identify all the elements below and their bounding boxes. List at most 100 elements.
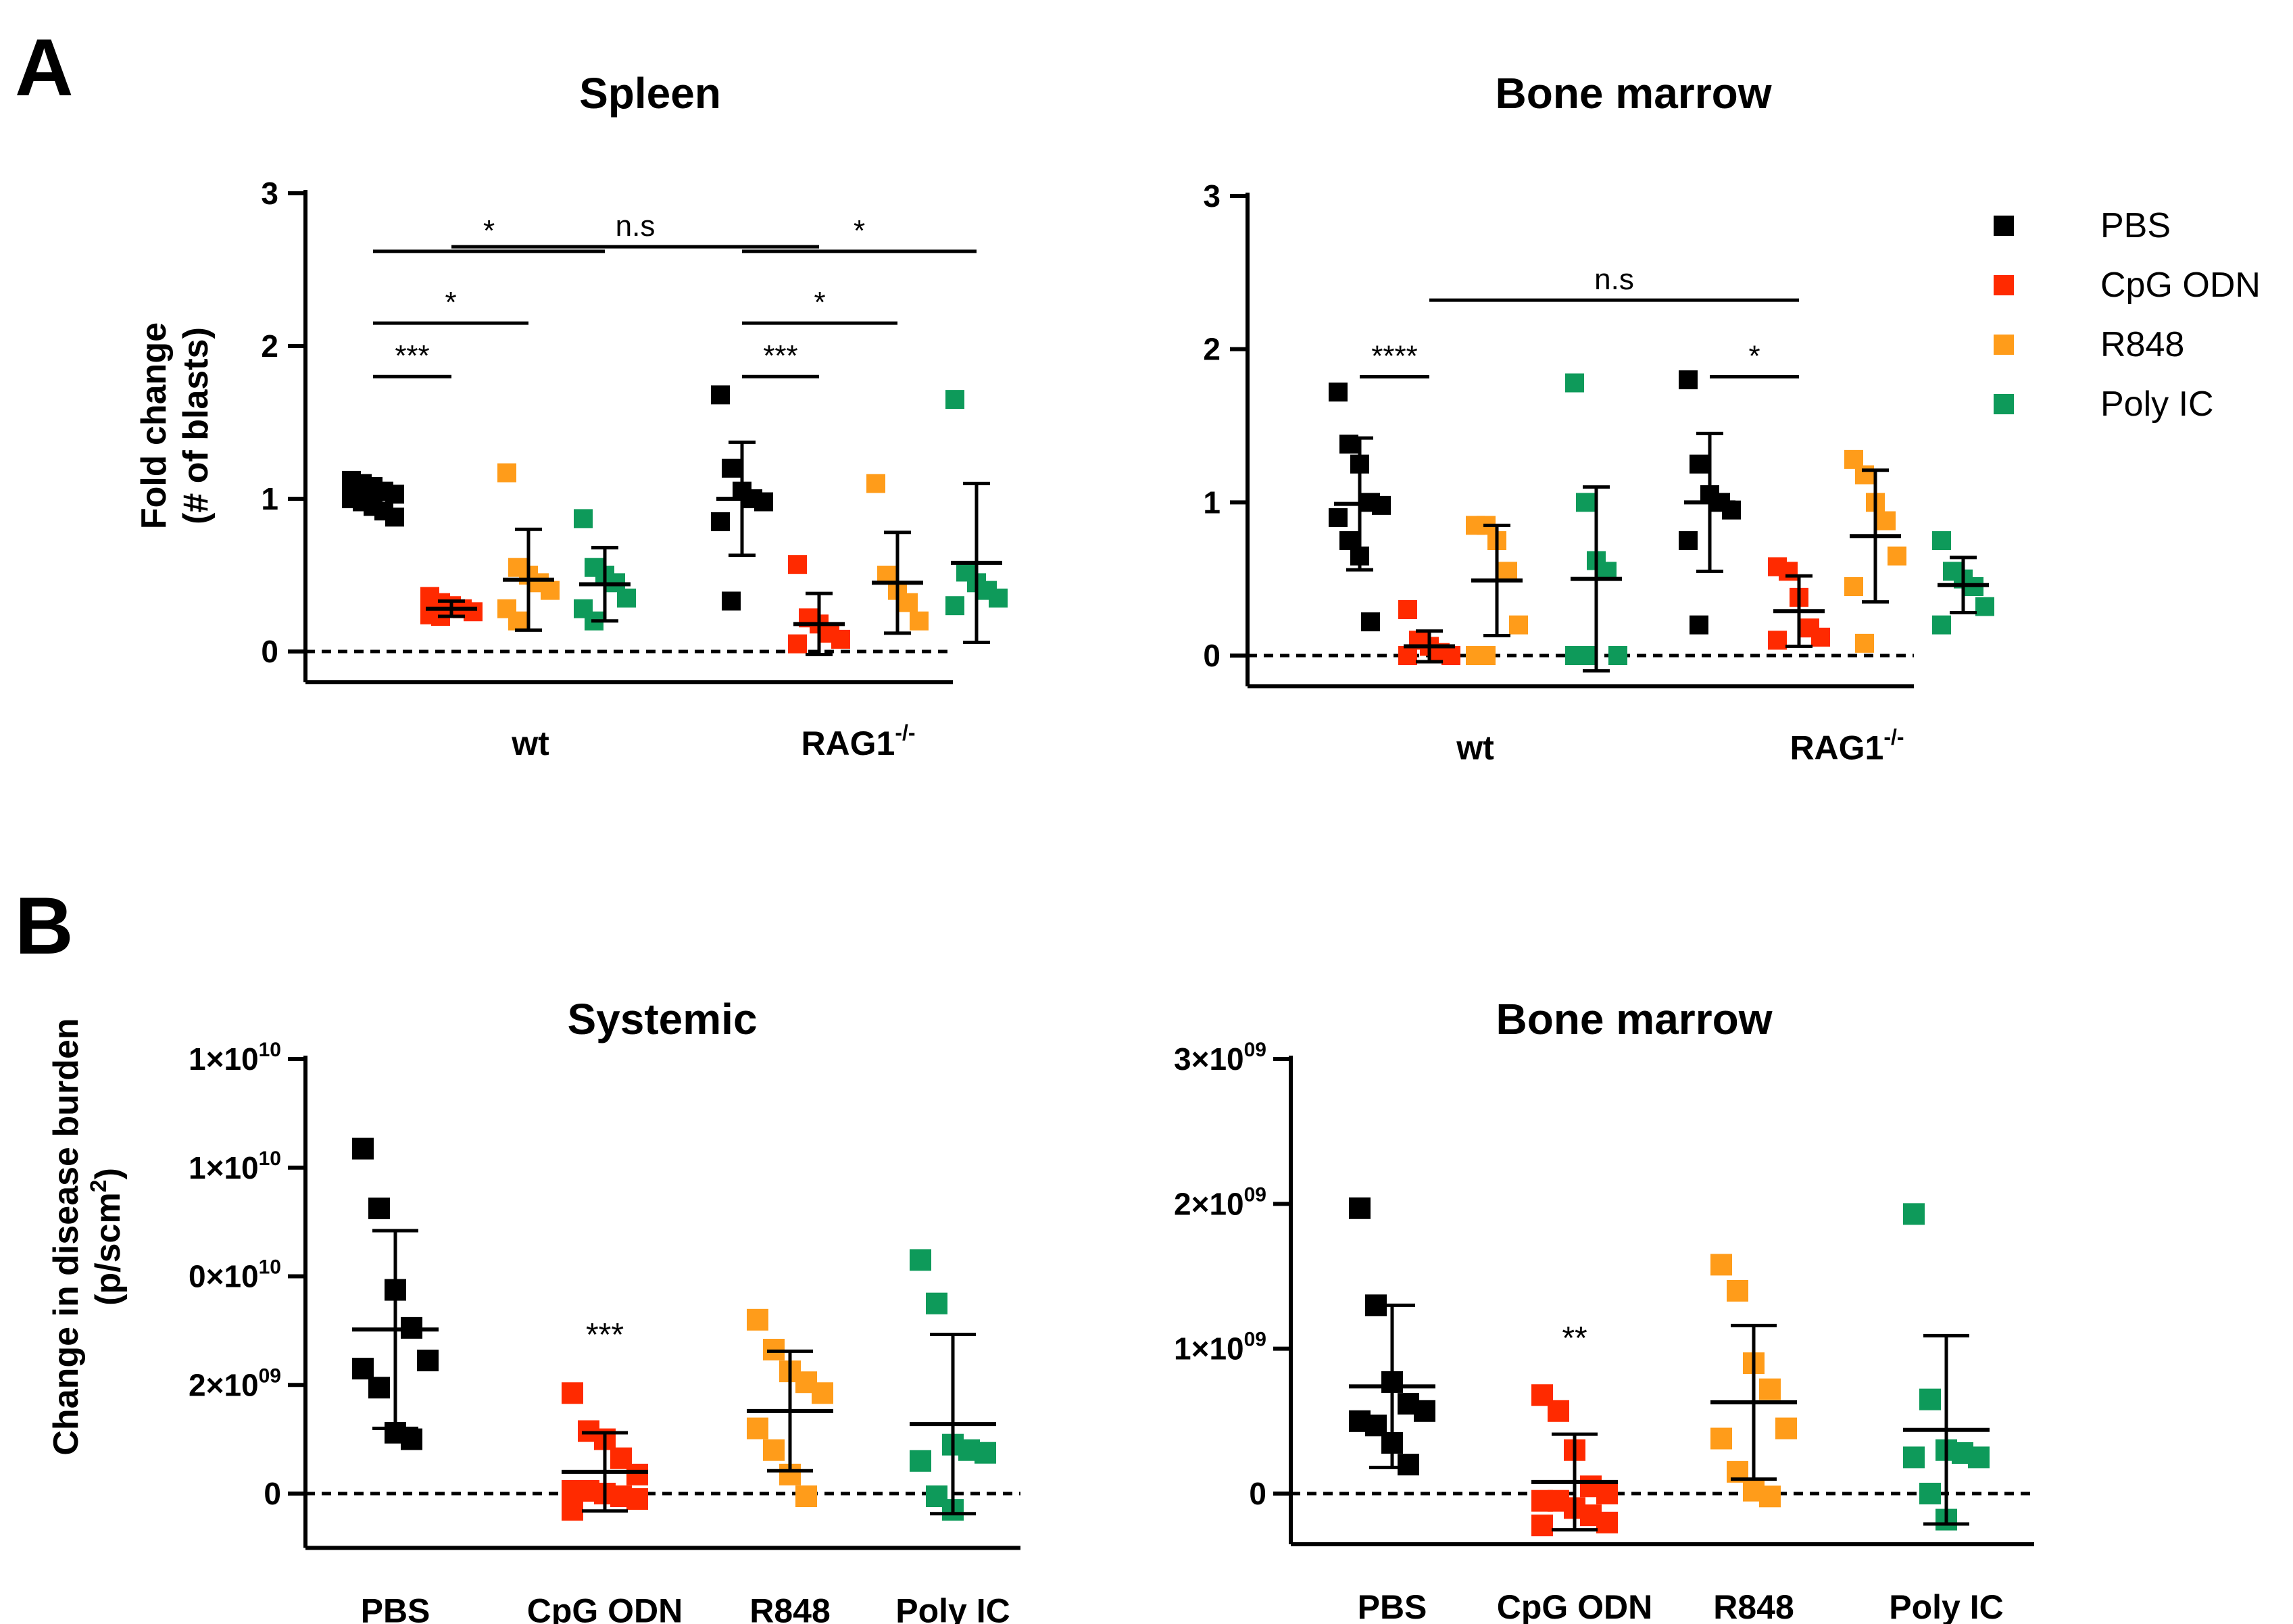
data-point xyxy=(722,591,741,611)
data-point xyxy=(910,611,929,631)
data-point xyxy=(747,1308,768,1331)
chart-title: Systemic xyxy=(567,995,757,1043)
data-point xyxy=(1903,1203,1925,1225)
data-point xyxy=(1759,1378,1781,1400)
data-point xyxy=(1361,612,1380,632)
data-point xyxy=(1775,1417,1797,1440)
data-point xyxy=(1679,531,1698,550)
y-tick-label: 0×1010 xyxy=(189,1256,281,1294)
panel-label-a: A xyxy=(15,22,74,113)
significance-label: *** xyxy=(586,1317,624,1353)
data-point xyxy=(910,1450,931,1472)
data-point xyxy=(417,1350,439,1372)
x-category-label: CpG ODN xyxy=(527,1592,683,1624)
data-point xyxy=(910,1249,931,1271)
data-point xyxy=(1477,646,1496,665)
significance-label: ** xyxy=(1562,1321,1587,1356)
data-point xyxy=(1414,1400,1435,1422)
y-axis-label: Change in disease burden(p/scm2) xyxy=(47,1018,128,1455)
significance-label: * xyxy=(814,286,825,319)
data-point xyxy=(385,485,404,504)
legend-label: R848 xyxy=(2100,325,2184,364)
data-point xyxy=(1498,562,1517,581)
data-point xyxy=(788,634,807,654)
chart-title: Bone marrow xyxy=(1496,995,1773,1043)
data-point xyxy=(1679,370,1698,389)
data-point xyxy=(1690,615,1708,635)
data-point xyxy=(497,463,516,483)
data-point xyxy=(1596,1511,1618,1533)
data-point xyxy=(795,1485,817,1508)
data-point xyxy=(975,1442,996,1464)
data-point xyxy=(617,588,636,608)
data-point xyxy=(626,1488,648,1510)
x-category-label: R848 xyxy=(749,1592,831,1624)
data-point xyxy=(1855,633,1874,653)
significance-label: * xyxy=(854,214,865,247)
y-tick-label: 1 xyxy=(1203,485,1221,520)
data-point xyxy=(562,1382,583,1404)
legend-label: Poly IC xyxy=(2100,385,2214,424)
data-point xyxy=(1565,373,1584,393)
data-point xyxy=(989,588,1008,608)
significance-label: **** xyxy=(1371,339,1418,372)
y-tick-label: 1×1010 xyxy=(189,1148,281,1185)
data-point xyxy=(1329,508,1348,527)
x-category-label: R848 xyxy=(1713,1588,1794,1624)
data-point xyxy=(1531,1515,1553,1537)
y-tick-label: 0 xyxy=(1249,1476,1266,1511)
y-tick-label: 1×1010 xyxy=(189,1039,281,1077)
data-point xyxy=(368,1377,390,1399)
data-point xyxy=(401,1428,422,1450)
significance-label: * xyxy=(1748,339,1760,372)
y-axis-label: Fold change(# of blasts) xyxy=(134,322,216,529)
data-point xyxy=(812,1382,833,1404)
data-point xyxy=(464,602,483,622)
data-point xyxy=(368,1198,390,1220)
y-tick-label: 3×1009 xyxy=(1174,1039,1266,1077)
legend-label: PBS xyxy=(2100,206,2171,245)
data-point xyxy=(385,508,404,527)
data-point xyxy=(1329,383,1348,402)
data-point xyxy=(1855,465,1874,485)
data-point xyxy=(1975,597,1994,616)
data-point xyxy=(1768,631,1787,650)
data-point xyxy=(1349,1197,1371,1219)
x-group-label: RAG1-/- xyxy=(1790,724,1904,766)
y-tick-label: 2 xyxy=(1203,332,1221,367)
data-point xyxy=(1690,454,1708,474)
x-group-label: wt xyxy=(511,724,549,762)
data-point xyxy=(1441,646,1460,665)
y-tick-label: 2 xyxy=(261,328,278,364)
x-category-label: PBS xyxy=(361,1592,430,1624)
data-point xyxy=(541,581,560,600)
x-group-label: wt xyxy=(1456,729,1494,766)
data-point xyxy=(562,1499,583,1521)
data-point xyxy=(788,555,807,574)
data-point xyxy=(1509,615,1528,635)
y-tick-label: 2×1009 xyxy=(189,1364,281,1402)
data-point xyxy=(1398,600,1417,619)
data-point xyxy=(1919,1388,1941,1410)
data-point xyxy=(574,509,593,528)
panel-label-b: B xyxy=(15,881,74,971)
significance-label: * xyxy=(445,286,456,319)
data-point xyxy=(722,458,741,478)
chart-title: Bone marrow xyxy=(1496,69,1772,118)
data-point xyxy=(1888,546,1906,566)
x-category-label: PBS xyxy=(1358,1588,1427,1624)
data-point xyxy=(1548,1400,1569,1422)
data-point xyxy=(711,512,730,531)
significance-label: n.s xyxy=(616,210,656,243)
significance-label: * xyxy=(483,214,495,247)
significance-label: *** xyxy=(763,339,797,372)
y-tick-label: 3 xyxy=(1203,178,1221,214)
data-point xyxy=(1903,1446,1925,1469)
data-point xyxy=(1596,1483,1618,1504)
data-point xyxy=(747,1417,768,1440)
data-point xyxy=(945,390,964,410)
x-category-label: Poly IC xyxy=(895,1592,1010,1624)
data-point xyxy=(1398,646,1417,665)
legend-swatch xyxy=(1994,394,2014,414)
